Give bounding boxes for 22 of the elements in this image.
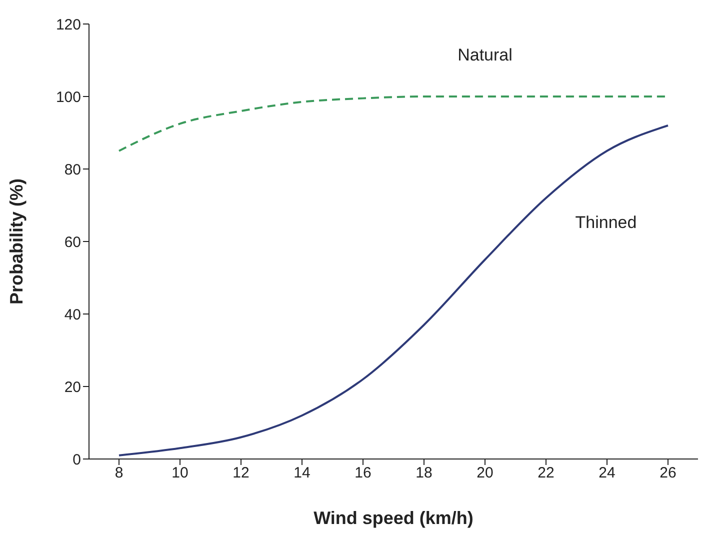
x-tick-label: 8 (114, 464, 124, 482)
y-tick-label: 80 (64, 161, 81, 178)
series-label: Thinned (575, 213, 637, 232)
x-tick-label: 14 (294, 464, 310, 482)
y-tick-label: 120 (56, 16, 81, 34)
series-label: Natural (458, 46, 512, 64)
x-tick-label: 26 (660, 464, 676, 482)
x-tick-label: 20 (476, 464, 494, 482)
x-tick-label: 22 (538, 464, 554, 482)
y-axis-title: Probability (%) (6, 178, 26, 305)
x-tick-label: 12 (232, 464, 250, 482)
x-tick-label: 24 (598, 464, 616, 482)
y-tick-label: 40 (64, 306, 81, 324)
x-tick-label: 16 (354, 464, 372, 482)
x-axis-title: Wind speed (km/h) (314, 508, 474, 528)
x-tick-label: 10 (172, 464, 188, 482)
y-tick-label: 20 (64, 378, 81, 396)
x-tick-label: 18 (416, 464, 432, 482)
y-tick-label: 60 (64, 234, 81, 251)
y-tick-label: 0 (72, 451, 81, 468)
line-series (118, 124, 669, 456)
y-tick-label: 100 (56, 88, 81, 106)
